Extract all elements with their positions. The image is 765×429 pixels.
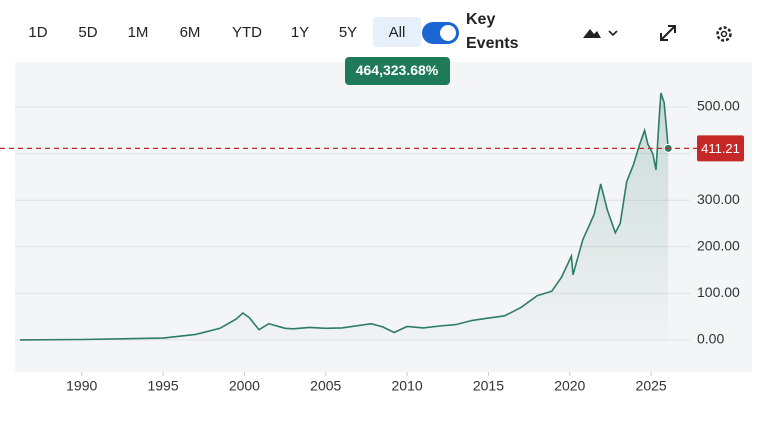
toolbar: 1D 5D 1M 6M YTD 1Y 5Y All [28, 17, 421, 47]
range-button[interactable]: 1M [128, 24, 149, 41]
x-tick-label: 1995 [147, 378, 178, 394]
toggle-knob [440, 25, 456, 41]
x-tick-label: 2025 [636, 378, 667, 394]
range-button[interactable]: All [389, 24, 406, 41]
y-tick-label: 300.00 [697, 191, 740, 207]
range-button[interactable]: 5D [78, 24, 97, 41]
chart-type-icon[interactable] [583, 29, 601, 38]
price-line [19, 92, 669, 341]
reference-badge [697, 135, 744, 162]
key-events[interactable]: Key Events [422, 8, 536, 60]
key-events-box: Key Events [466, 11, 519, 52]
y-tick-label: 200.00 [697, 238, 740, 254]
gear [716, 26, 732, 42]
y-tick-label: 0.00 [697, 331, 724, 347]
key-events-label: Key Events [466, 11, 519, 52]
range-button[interactable]: 1D [28, 24, 47, 41]
x-tick-label: 2000 [229, 378, 260, 394]
plot: 0.00100.00200.00300.00400.00500.00199019… [0, 92, 744, 394]
y-tick-label: 500.00 [697, 98, 740, 114]
x-tick-label: 1990 [66, 378, 97, 394]
x-tick-label: 2020 [554, 378, 585, 394]
y-tick-label: 100.00 [697, 284, 740, 300]
reference-label: 411.21 [701, 141, 740, 156]
range-button[interactable]: 6M [180, 24, 201, 41]
settings-icon[interactable] [716, 26, 732, 42]
area-fill [19, 93, 669, 340]
change-badge [345, 57, 450, 85]
gear-center [720, 30, 728, 38]
x-tick-label: 2005 [310, 378, 341, 394]
x-tick-label: 2015 [473, 378, 504, 394]
range-button[interactable]: YTD [232, 24, 262, 41]
dropdown-icon[interactable] [608, 30, 618, 37]
change-label: 464,323.68% [356, 62, 439, 78]
range-button[interactable]: 5Y [339, 24, 357, 41]
expand-icon[interactable] [660, 25, 676, 41]
x-tick-label: 2010 [392, 378, 423, 394]
range-button[interactable]: 1Y [291, 24, 309, 41]
range-selected-bg[interactable] [373, 17, 421, 47]
